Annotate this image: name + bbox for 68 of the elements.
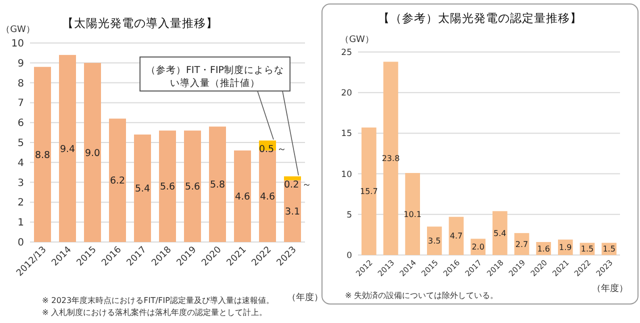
- data-label: 5.4: [134, 184, 150, 195]
- bar: [426, 226, 442, 255]
- data-label: 3.5: [428, 236, 441, 246]
- y-tick-label: 25: [341, 48, 352, 58]
- data-label: 1.6: [537, 244, 550, 254]
- y-tick-label: 2: [18, 198, 24, 209]
- y-tick-label: 6: [18, 118, 24, 130]
- data-label: 2.7: [515, 240, 528, 249]
- y-tick-label: 0: [346, 250, 352, 261]
- y-tick-label: 9: [18, 58, 24, 70]
- bar: [284, 180, 301, 242]
- bar: [284, 176, 301, 180]
- text: ※ 失効済の設備については除外している。: [345, 291, 498, 300]
- bar: [34, 66, 51, 242]
- data-label: 2.0: [472, 242, 484, 252]
- bar: [59, 54, 76, 242]
- y-tick-label: 8: [18, 78, 24, 90]
- text: （参考）FIT・FIP制度によらない導入量（推計値）: [146, 64, 284, 89]
- bar: [448, 216, 464, 255]
- data-label: 3.1: [284, 206, 300, 218]
- y-tick-label: 10: [341, 170, 352, 180]
- bar: [234, 150, 251, 242]
- y-tick-label: 5: [18, 138, 24, 149]
- x-axis-title: （年度）: [287, 292, 323, 303]
- y-axis-title: （GW）: [340, 35, 374, 45]
- bar: [405, 172, 420, 255]
- bar: [109, 118, 126, 242]
- bar: [361, 128, 376, 255]
- bar: [159, 130, 176, 242]
- bar: [184, 130, 201, 242]
- data-label: 8.8: [34, 150, 50, 161]
- bar: [134, 134, 151, 242]
- bar: [209, 126, 226, 242]
- data-label: 5.6: [160, 182, 176, 193]
- data-label: 23.8: [382, 154, 400, 164]
- data-label: 4.7: [450, 232, 463, 241]
- data-label: 1.5: [580, 244, 594, 254]
- data-label: 9.0: [84, 148, 100, 159]
- y-tick-label: 3: [18, 178, 24, 189]
- chart-title: 【（参考）太陽光発電の認定量推移】: [378, 11, 582, 25]
- y-axis-title: （GW）: [1, 25, 35, 35]
- bar: [492, 211, 508, 255]
- data-label: 5.6: [184, 182, 200, 193]
- bar: [84, 62, 101, 242]
- y-tick-label: 5: [346, 210, 352, 220]
- text: ※ 2023年度末時点におけるFIT/FIP認定量及び導入量は速報値。: [42, 296, 274, 305]
- data-label: 10.1: [404, 210, 422, 219]
- data-label: 5.8: [210, 180, 226, 191]
- x-axis-title: （年度）: [592, 283, 628, 294]
- y-tick-label: 1: [18, 218, 24, 229]
- data-label: 4.6: [234, 192, 250, 203]
- data-label: 9.4: [60, 144, 76, 155]
- data-label: 1.9: [559, 243, 572, 252]
- data-label: 0.2 ～: [284, 180, 312, 191]
- data-label: 5.4: [494, 228, 506, 238]
- data-label: 4.6: [260, 192, 276, 203]
- y-tick-label: 15: [341, 129, 352, 140]
- y-tick-label: 10: [11, 38, 24, 50]
- bar: [383, 62, 398, 255]
- y-tick-label: 4: [18, 158, 24, 169]
- y-tick-label: 0: [18, 238, 24, 248]
- data-label: 15.7: [360, 187, 378, 196]
- y-tick-label: 7: [18, 98, 24, 110]
- data-label: 1.5: [602, 244, 616, 254]
- chart-title: 【太陽光発電の導入量推移】: [62, 16, 218, 30]
- text: ※ 入札制度における落札案件は落札年度の認定量として計上。: [42, 308, 268, 317]
- y-tick-label: 20: [341, 88, 352, 99]
- data-label: 6.2: [110, 176, 126, 187]
